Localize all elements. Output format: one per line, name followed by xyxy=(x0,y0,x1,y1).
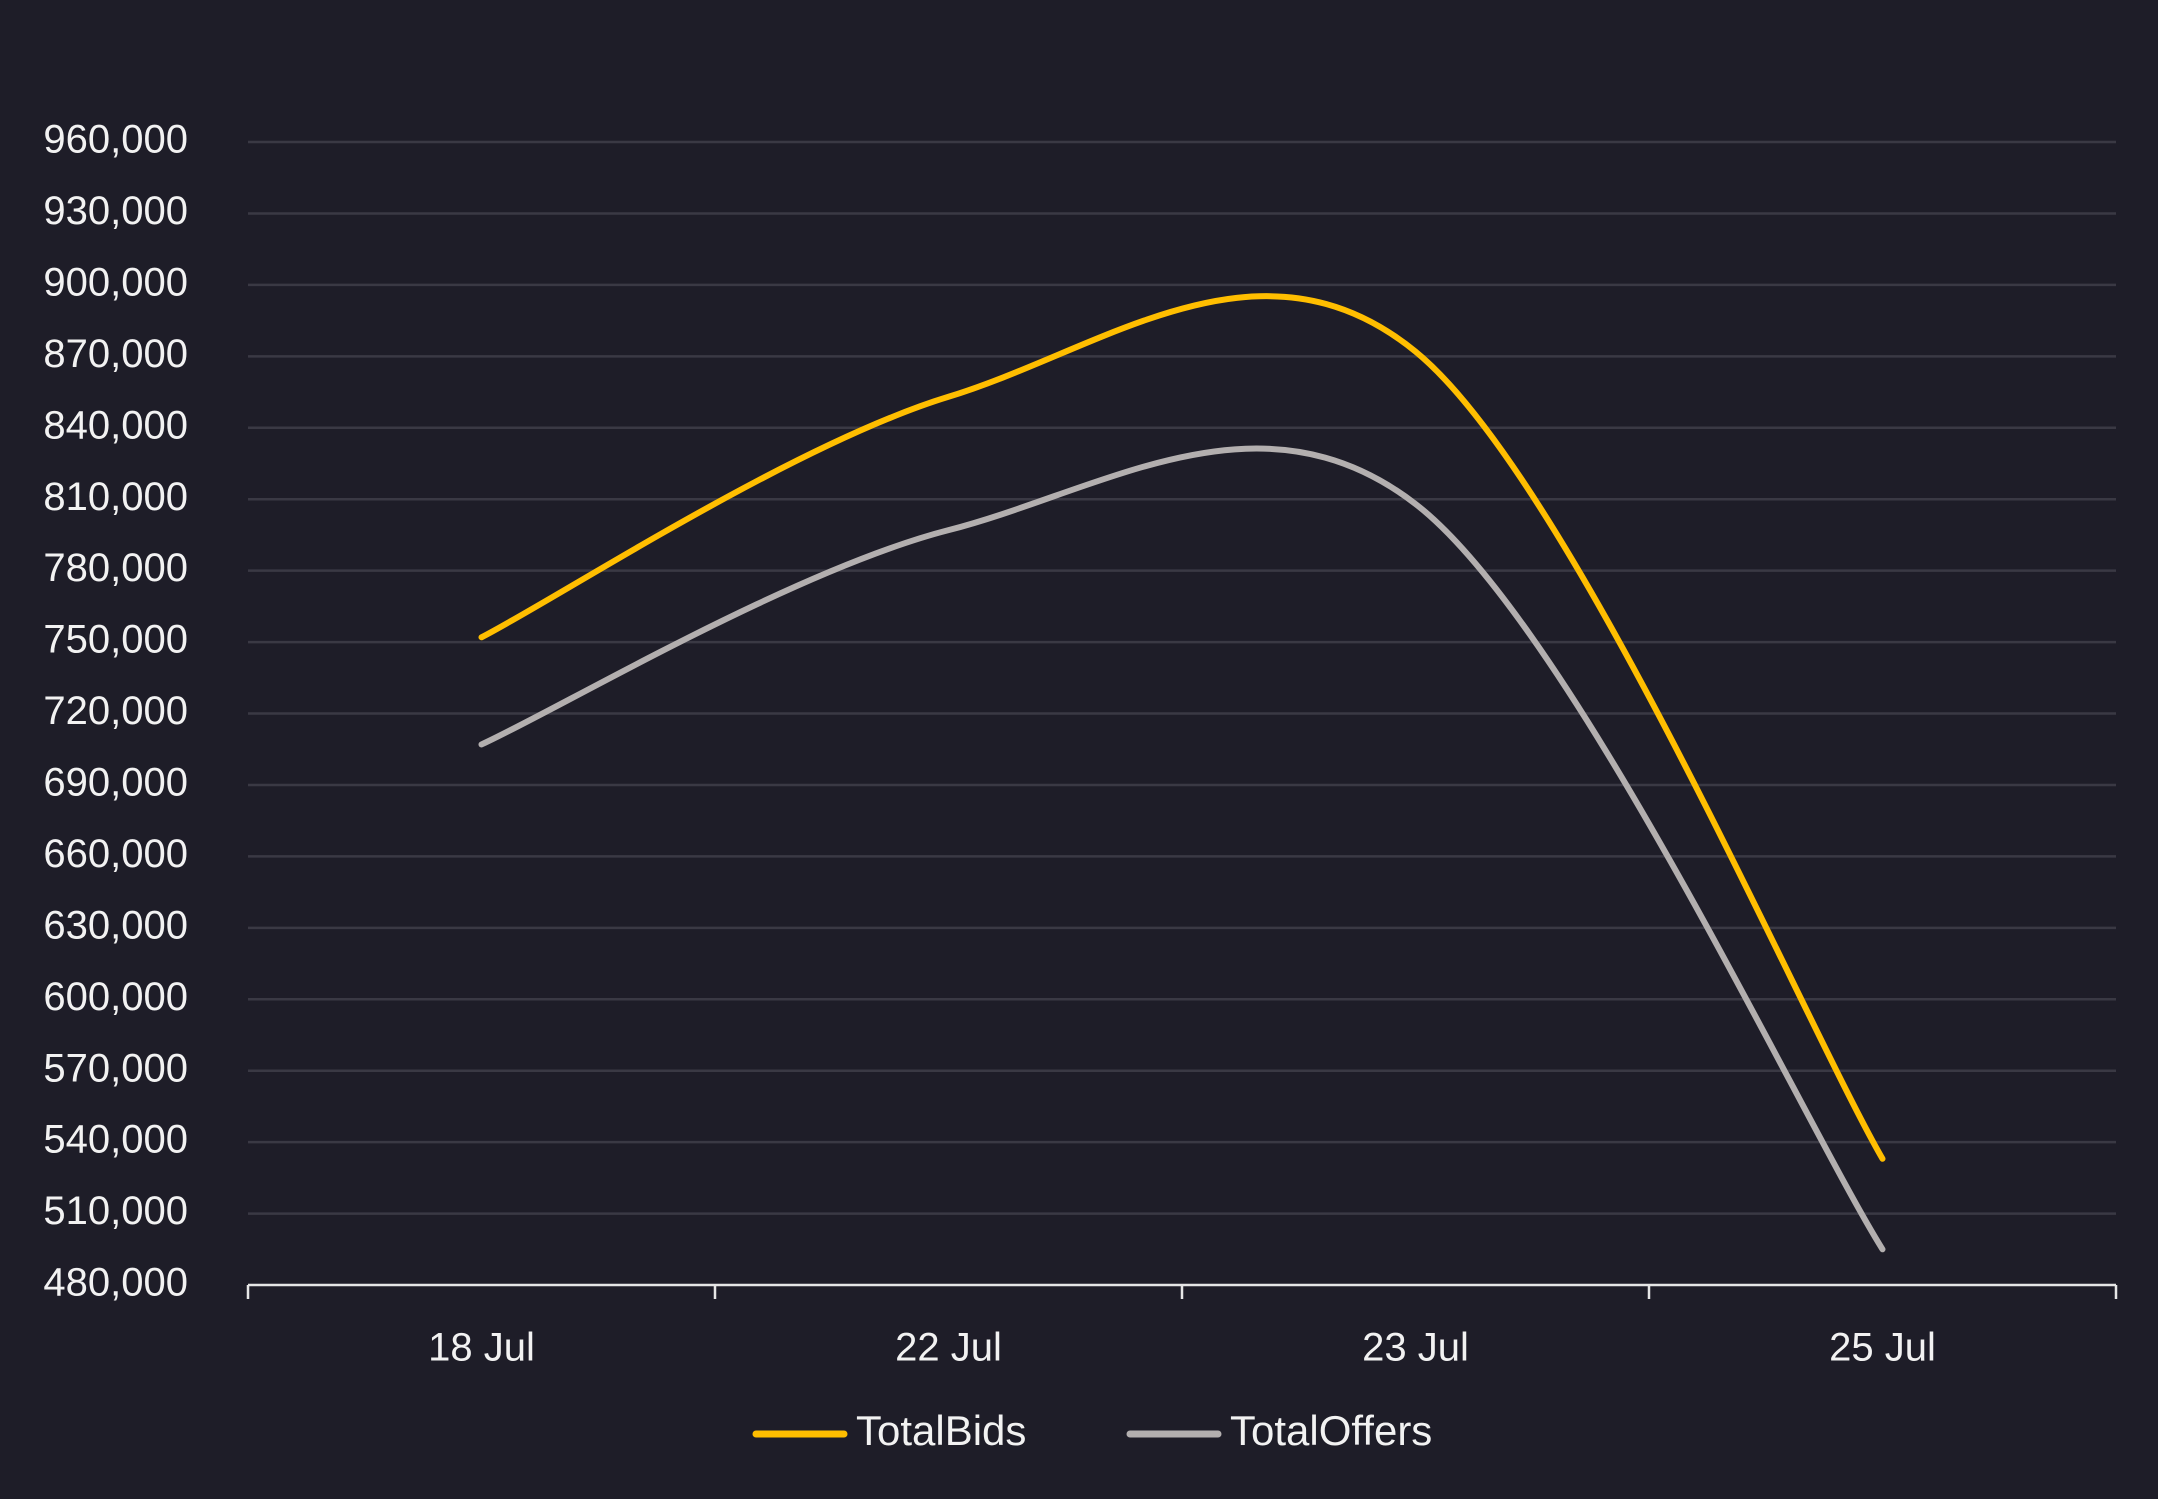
y-tick-label: 780,000 xyxy=(43,546,188,590)
series-lines xyxy=(478,293,1886,1253)
x-tick-label: 18 Jul xyxy=(428,1326,535,1370)
y-tick-label: 570,000 xyxy=(43,1046,188,1090)
x-tick-label: 22 Jul xyxy=(895,1326,1002,1370)
series-line-totaloffers xyxy=(478,445,1886,1253)
y-tick-label: 660,000 xyxy=(43,832,188,876)
data-point-totalbids[interactable] xyxy=(1413,349,1419,355)
y-tick-label: 840,000 xyxy=(43,403,188,447)
y-tick-label: 600,000 xyxy=(43,975,188,1019)
y-tick-label: 930,000 xyxy=(43,189,188,233)
data-point-totaloffers[interactable] xyxy=(1413,501,1419,507)
data-point-totaloffers[interactable] xyxy=(1880,1246,1886,1252)
gridlines xyxy=(248,140,2116,1215)
y-tick-label: 960,000 xyxy=(43,118,188,162)
legend-label-totaloffers[interactable]: TotalOffers xyxy=(1230,1407,1432,1454)
y-tick-label: 750,000 xyxy=(43,618,188,662)
y-tick-label: 900,000 xyxy=(43,260,188,304)
y-axis: 480,000 510,000 540,000 570,000 600,000 630,0… xyxy=(43,118,188,1305)
x-tick-label: 25 Jul xyxy=(1829,1326,1936,1370)
y-tick-label: 540,000 xyxy=(43,1118,188,1162)
legend: TotalBids TotalOffers xyxy=(752,1407,1432,1454)
y-tick-label: 870,000 xyxy=(43,332,188,376)
data-point-totalbids[interactable] xyxy=(479,634,485,640)
x-tick-label: 23 Jul xyxy=(1362,1326,1469,1370)
x-axis: 18 Jul 22 Jul 23 Jul 25 Jul xyxy=(246,1283,2118,1370)
data-point-totaloffers[interactable] xyxy=(479,741,485,747)
y-tick-label: 480,000 xyxy=(43,1261,188,1305)
y-tick-label: 690,000 xyxy=(43,761,188,805)
legend-label-totalbids[interactable]: TotalBids xyxy=(856,1407,1026,1454)
y-tick-label: 810,000 xyxy=(43,475,188,519)
series-line-totalbids xyxy=(478,293,1886,1162)
y-tick-label: 720,000 xyxy=(43,689,188,733)
data-point-totalbids[interactable] xyxy=(1880,1156,1886,1162)
y-tick-label: 630,000 xyxy=(43,903,188,947)
data-point-totaloffers[interactable] xyxy=(946,527,952,533)
y-tick-label: 510,000 xyxy=(43,1189,188,1233)
data-point-totalbids[interactable] xyxy=(946,394,952,400)
